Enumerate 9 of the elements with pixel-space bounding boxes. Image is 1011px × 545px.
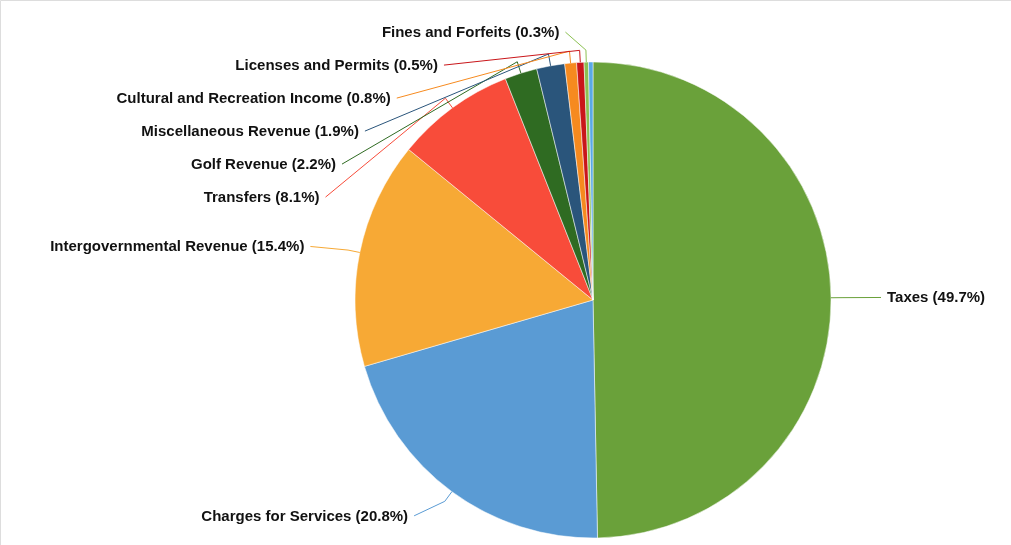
slice-label: Charges for Services (20.8%) <box>201 506 409 524</box>
slice-label: Transfers (8.1%) <box>203 188 320 206</box>
slice-label: Golf Revenue (2.2%) <box>190 155 337 173</box>
slice-label: Fines and Forfeits (0.3%) <box>381 23 560 41</box>
slice-label: Taxes (49.7%) <box>886 288 986 306</box>
slice-label: Miscellaneous Revenue (1.9%) <box>141 122 359 140</box>
slice-label: Intergovernmental Revenue (15.4%) <box>50 237 305 255</box>
slice-label: Cultural and Recreation Income (0.8%) <box>116 89 391 107</box>
slice-label: Licenses and Permits (0.5%) <box>235 56 438 74</box>
